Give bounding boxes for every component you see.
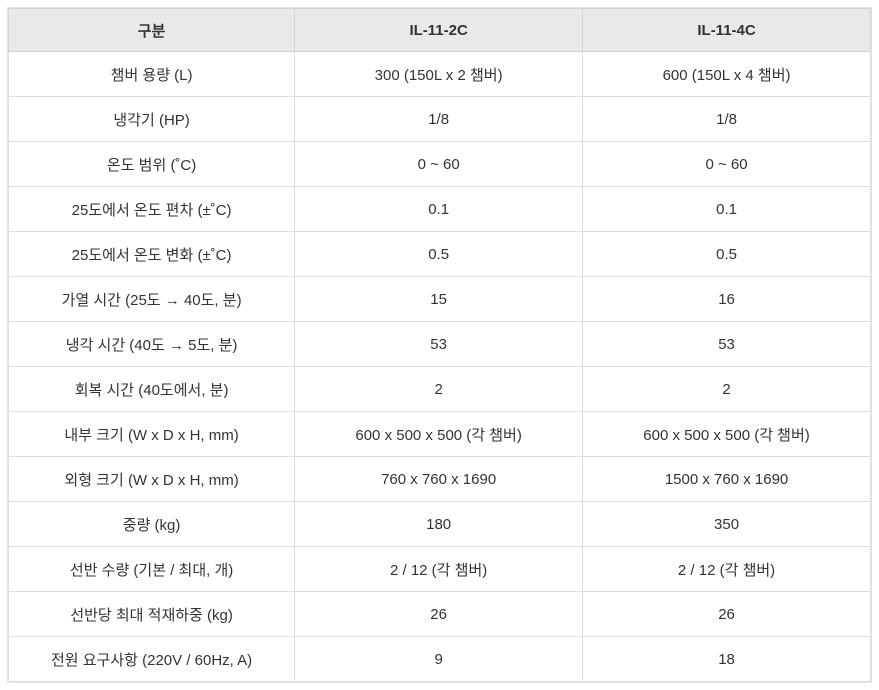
row-label-cell: 중량 (kg) <box>7 501 296 547</box>
row-label-cell: 온도 범위 (˚C) <box>7 141 296 187</box>
value-cell: 2 <box>294 366 584 412</box>
table-row: 외형 크기 (W x D x H, mm) 760 x 760 x 1690 150… <box>7 456 871 502</box>
table-row: 챔버 용량 (L) 300 (150L x 2 챔버) 600 (150L x 4 … <box>7 51 871 97</box>
value-cell: 600 x 500 x 500 (각 챔버) <box>582 411 871 457</box>
table-row: 회복 시간 (40도에서, 분) 2 2 <box>7 366 871 412</box>
value-cell: 53 <box>294 321 584 367</box>
row-label-cell: 25도에서 온도 편차 (±˚C) <box>7 186 296 232</box>
row-label-cell: 챔버 용량 (L) <box>7 51 296 97</box>
row-label-cell: 25도에서 온도 변화 (±˚C) <box>7 231 296 277</box>
value-cell: 2 / 12 (각 챔버) <box>582 546 871 592</box>
value-cell: 2 / 12 (각 챔버) <box>294 546 584 592</box>
value-cell: 0.1 <box>582 186 871 232</box>
value-cell: 16 <box>582 276 871 322</box>
table-row: 냉각기 (HP) 1/8 1/8 <box>7 96 871 142</box>
spec-table-container: 구분 IL-11-2C IL-11-4C 챔버 용량 (L) 300 (150L … <box>7 8 871 682</box>
table-row: 온도 범위 (˚C) 0 ~ 60 0 ~ 60 <box>7 141 871 187</box>
table-row: 냉각 시간 (40도 → 5도, 분) 53 53 <box>7 321 871 367</box>
value-cell: 53 <box>582 321 871 367</box>
column-header-model-il-11-2c: IL-11-2C <box>294 8 584 52</box>
column-header-model-il-11-4c: IL-11-4C <box>582 8 871 52</box>
header-row: 구분 IL-11-2C IL-11-4C <box>7 8 871 52</box>
value-cell: 9 <box>294 636 584 682</box>
row-label-cell: 전원 요구사항 (220V / 60Hz, A) <box>7 636 296 682</box>
table-row: 25도에서 온도 편차 (±˚C) 0.1 0.1 <box>7 186 871 232</box>
table-row: 선반 수량 (기본 / 최대, 개) 2 / 12 (각 챔버) 2 / 12 (각… <box>7 546 871 592</box>
row-label-cell: 내부 크기 (W x D x H, mm) <box>7 411 296 457</box>
table-row: 가열 시간 (25도 → 40도, 분) 15 16 <box>7 276 871 322</box>
row-label-cell: 회복 시간 (40도에서, 분) <box>7 366 296 412</box>
value-cell: 18 <box>582 636 871 682</box>
value-cell: 0 ~ 60 <box>294 141 584 187</box>
table-row: 내부 크기 (W x D x H, mm) 600 x 500 x 500 (각 … <box>7 411 871 457</box>
row-label-cell: 선반 수량 (기본 / 최대, 개) <box>7 546 296 592</box>
spec-table: 구분 IL-11-2C IL-11-4C 챔버 용량 (L) 300 (150L … <box>7 8 871 682</box>
value-cell: 300 (150L x 2 챔버) <box>294 51 584 97</box>
row-label-cell: 냉각기 (HP) <box>7 96 296 142</box>
value-cell: 600 (150L x 4 챔버) <box>582 51 871 97</box>
value-cell: 180 <box>294 501 584 547</box>
value-cell: 26 <box>294 591 584 637</box>
table-row: 전원 요구사항 (220V / 60Hz, A) 9 18 <box>7 636 871 682</box>
value-cell: 0.5 <box>294 231 584 277</box>
value-cell: 1/8 <box>294 96 584 142</box>
table-row: 중량 (kg) 180 350 <box>7 501 871 547</box>
value-cell: 1/8 <box>582 96 871 142</box>
value-cell: 350 <box>582 501 871 547</box>
value-cell: 0.1 <box>294 186 584 232</box>
value-cell: 26 <box>582 591 871 637</box>
table-row: 선반당 최대 적재하중 (kg) 26 26 <box>7 591 871 637</box>
spec-table-header: 구분 IL-11-2C IL-11-4C <box>7 8 871 52</box>
value-cell: 1500 x 760 x 1690 <box>582 456 871 502</box>
value-cell: 15 <box>294 276 584 322</box>
table-row: 25도에서 온도 변화 (±˚C) 0.5 0.5 <box>7 231 871 277</box>
spec-table-body: 챔버 용량 (L) 300 (150L x 2 챔버) 600 (150L x 4 … <box>7 51 871 682</box>
value-cell: 600 x 500 x 500 (각 챔버) <box>294 411 584 457</box>
value-cell: 0 ~ 60 <box>582 141 871 187</box>
row-label-cell: 선반당 최대 적재하중 (kg) <box>7 591 296 637</box>
column-header-category: 구분 <box>7 8 296 52</box>
row-label-cell: 가열 시간 (25도 → 40도, 분) <box>7 276 296 322</box>
value-cell: 760 x 760 x 1690 <box>294 456 584 502</box>
value-cell: 2 <box>582 366 871 412</box>
row-label-cell: 냉각 시간 (40도 → 5도, 분) <box>7 321 296 367</box>
row-label-cell: 외형 크기 (W x D x H, mm) <box>7 456 296 502</box>
value-cell: 0.5 <box>582 231 871 277</box>
